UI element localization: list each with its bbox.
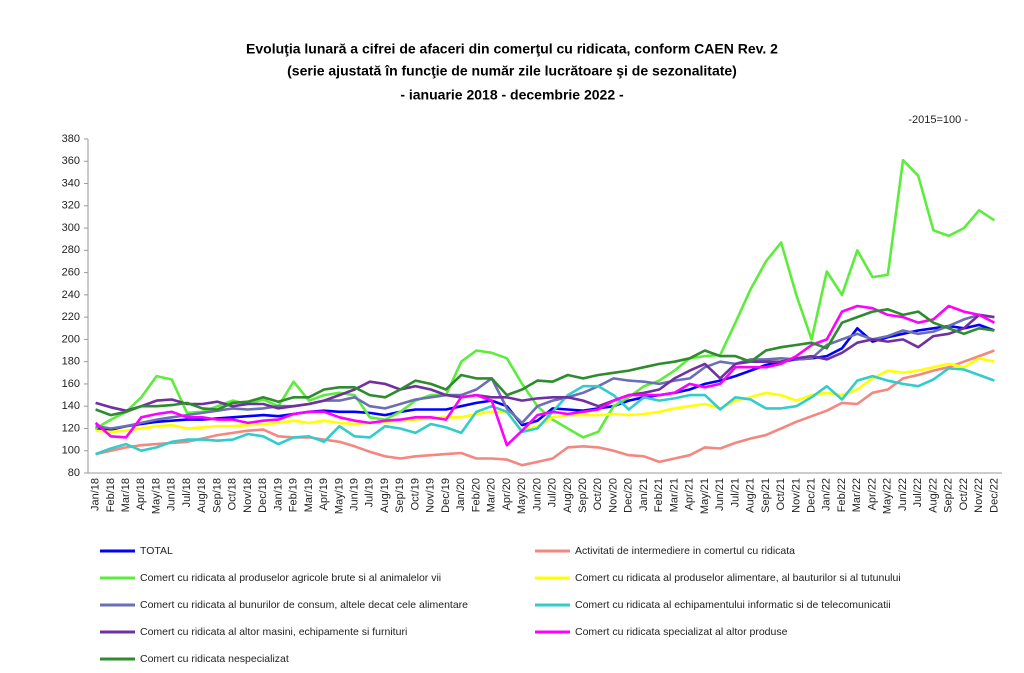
x-tick-label: May/18 bbox=[150, 478, 162, 514]
x-tick-label: Oct/18 bbox=[227, 478, 239, 510]
x-tick-label: Jul/20 bbox=[547, 478, 559, 507]
chart-title: Evoluţia lunară a cifrei de afaceri din … bbox=[246, 41, 778, 57]
x-tick-label: Jul/21 bbox=[729, 478, 741, 507]
chart-title: (serie ajustată în funcţie de număr zile… bbox=[287, 63, 737, 79]
x-tick-label: Jun/21 bbox=[714, 478, 726, 511]
y-tick-label: 180 bbox=[62, 356, 80, 368]
x-tick-label: Aug/20 bbox=[562, 478, 574, 513]
x-tick-label: May/20 bbox=[516, 478, 528, 514]
x-tick-label: Jun/22 bbox=[897, 478, 909, 511]
x-tick-label: Apr/18 bbox=[135, 478, 147, 510]
x-tick-label: Feb/18 bbox=[105, 478, 117, 512]
x-tick-label: Mar/18 bbox=[120, 478, 132, 512]
x-tick-label: Apr/21 bbox=[684, 478, 696, 510]
x-tick-label: Aug/19 bbox=[379, 478, 391, 513]
legend-label: Comert cu ridicata al bunurilor de consu… bbox=[140, 599, 468, 611]
x-tick-label: Mar/22 bbox=[851, 478, 863, 512]
x-tick-label: Jul/19 bbox=[364, 478, 376, 507]
x-tick-label: Oct/19 bbox=[409, 478, 421, 510]
y-tick-label: 120 bbox=[62, 422, 80, 434]
y-tick-label: 320 bbox=[62, 200, 80, 212]
legend-label: Comert cu ridicata al altor masini, echi… bbox=[140, 626, 407, 638]
x-tick-label: Sep/22 bbox=[943, 478, 955, 513]
y-tick-label: 200 bbox=[62, 333, 80, 345]
x-tick-label: Mar/20 bbox=[486, 478, 498, 512]
y-tick-label: 80 bbox=[68, 467, 80, 479]
x-tick-label: Nov/20 bbox=[607, 478, 619, 513]
legend-label: Comert cu ridicata al echipamentului inf… bbox=[575, 599, 891, 611]
y-tick-label: 300 bbox=[62, 222, 80, 234]
y-tick-label: 260 bbox=[62, 267, 80, 279]
x-tick-label: Nov/19 bbox=[425, 478, 437, 513]
x-tick-label: Dec/19 bbox=[440, 478, 452, 513]
x-tick-label: Apr/20 bbox=[501, 478, 513, 510]
x-tick-label: Sep/19 bbox=[394, 478, 406, 513]
x-tick-label: Feb/20 bbox=[470, 478, 482, 512]
x-tick-label: Apr/19 bbox=[318, 478, 330, 510]
x-tick-label: Dec/20 bbox=[623, 478, 635, 513]
legend-label: Comert cu ridicata al produselor agricol… bbox=[140, 572, 441, 584]
x-tick-label: Nov/18 bbox=[242, 478, 254, 513]
x-tick-label: Jun/19 bbox=[348, 478, 360, 511]
series-line bbox=[95, 313, 995, 412]
series-line bbox=[95, 313, 995, 430]
series-line bbox=[95, 367, 995, 456]
x-tick-label: Oct/20 bbox=[592, 478, 604, 510]
x-tick-label: Dec/21 bbox=[805, 478, 817, 513]
x-tick-label: Feb/21 bbox=[653, 478, 665, 512]
x-tick-label: Jul/18 bbox=[181, 478, 193, 507]
legend-label: Comert cu ridicata nespecializat bbox=[140, 653, 289, 665]
y-tick-label: 240 bbox=[62, 289, 80, 301]
y-tick-label: 100 bbox=[62, 445, 80, 457]
x-tick-label: Jan/20 bbox=[455, 478, 467, 511]
x-tick-label: Mar/19 bbox=[303, 478, 315, 512]
x-tick-label: Aug/21 bbox=[745, 478, 757, 513]
series-line bbox=[95, 308, 995, 417]
x-tick-label: Jan/18 bbox=[90, 478, 102, 511]
x-tick-label: Feb/22 bbox=[836, 478, 848, 512]
x-tick-label: Apr/22 bbox=[866, 478, 878, 510]
x-tick-label: Mar/21 bbox=[668, 478, 680, 512]
series-line bbox=[94, 158, 996, 439]
x-tick-label: Jan/19 bbox=[272, 478, 284, 511]
x-tick-label: Jun/20 bbox=[531, 478, 543, 511]
legend-label: Activitati de intermediere in comertul c… bbox=[575, 545, 795, 557]
series-line bbox=[94, 304, 995, 447]
x-tick-label: Oct/22 bbox=[958, 478, 970, 510]
x-tick-label: Oct/21 bbox=[775, 478, 787, 510]
x-tick-label: Jan/21 bbox=[638, 478, 650, 511]
y-tick-label: 360 bbox=[62, 155, 80, 167]
x-tick-label: Sep/21 bbox=[760, 478, 772, 513]
x-tick-label: Jan/22 bbox=[821, 478, 833, 511]
chart-title: - ianuarie 2018 - decembrie 2022 - bbox=[400, 87, 624, 103]
legend-label: Comert cu ridicata al produselor aliment… bbox=[575, 572, 901, 584]
y-tick-label: 140 bbox=[62, 400, 80, 412]
x-tick-label: Jun/18 bbox=[166, 478, 178, 511]
x-tick-label: Feb/19 bbox=[288, 478, 300, 512]
unit-note: -2015=100 - bbox=[908, 114, 968, 126]
x-tick-label: May/22 bbox=[882, 478, 894, 514]
legend-label: TOTAL bbox=[140, 545, 173, 557]
legend-label: Comert cu ridicata specializat al altor … bbox=[575, 626, 788, 638]
x-tick-label: Aug/22 bbox=[927, 478, 939, 513]
series-line bbox=[95, 349, 995, 467]
y-tick-label: 340 bbox=[62, 177, 80, 189]
x-tick-label: May/21 bbox=[699, 478, 711, 514]
x-tick-label: Aug/18 bbox=[196, 478, 208, 513]
x-tick-label: Sep/20 bbox=[577, 478, 589, 513]
y-tick-label: 380 bbox=[62, 133, 80, 145]
y-tick-label: 280 bbox=[62, 244, 80, 256]
x-tick-label: Dec/22 bbox=[988, 478, 1000, 513]
x-tick-label: May/19 bbox=[333, 478, 345, 514]
y-tick-label: 220 bbox=[62, 311, 80, 323]
x-tick-label: Dec/18 bbox=[257, 478, 269, 513]
x-tick-label: Sep/18 bbox=[211, 478, 223, 513]
x-tick-label: Jul/22 bbox=[912, 478, 924, 507]
x-tick-label: Nov/21 bbox=[790, 478, 802, 513]
x-tick-label: Nov/22 bbox=[973, 478, 985, 513]
y-tick-label: 160 bbox=[62, 378, 80, 390]
